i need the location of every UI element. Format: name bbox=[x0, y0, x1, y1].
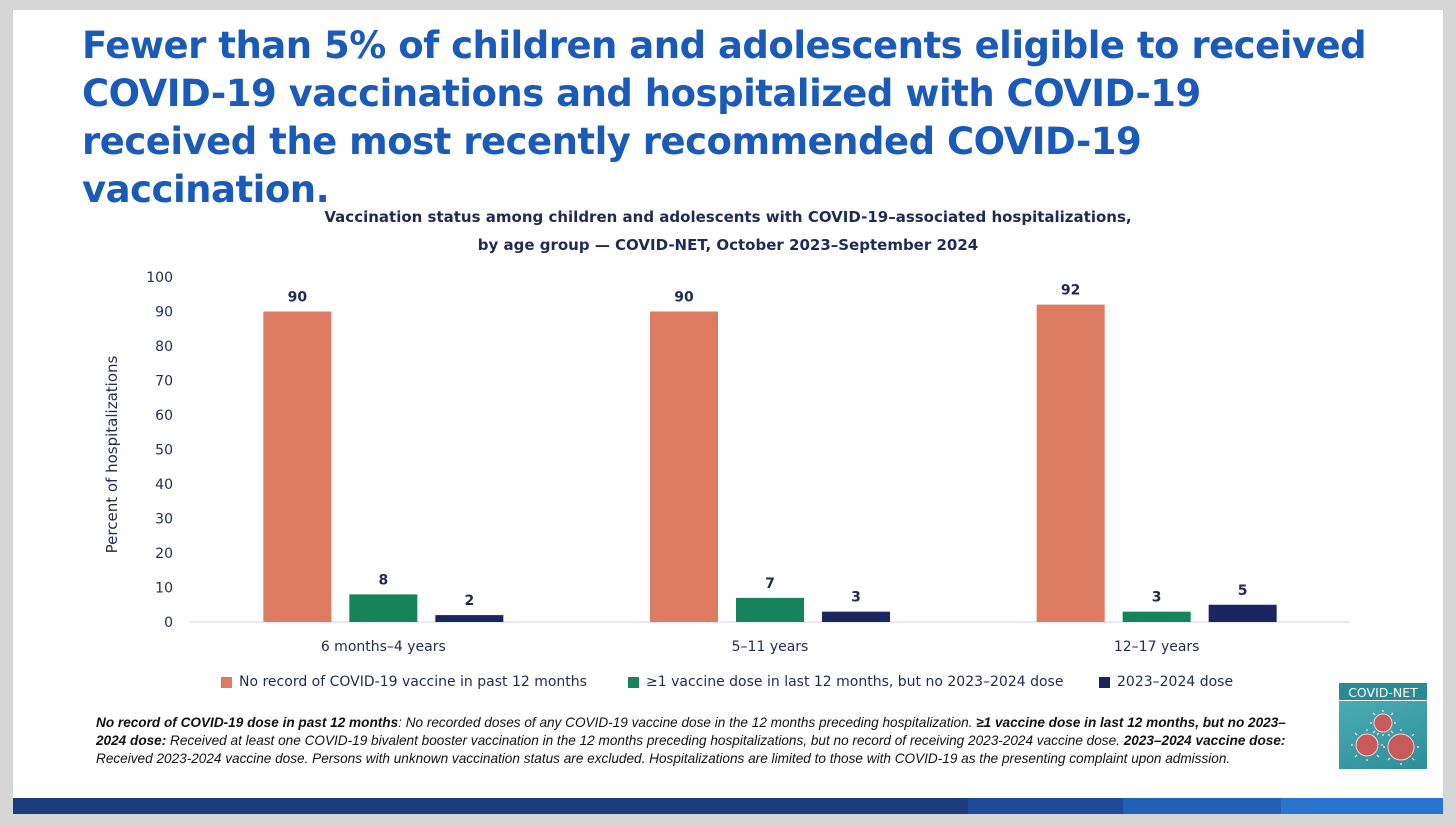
x-tick-label: 6 months–4 years bbox=[321, 639, 446, 655]
data-label: 3 bbox=[1152, 590, 1162, 606]
bar bbox=[263, 311, 332, 622]
data-label: 3 bbox=[851, 590, 861, 606]
footer-bar-segment bbox=[1123, 798, 1281, 814]
y-tick-label: 0 bbox=[164, 615, 173, 631]
headline: Fewer than 5% of children and adolescent… bbox=[82, 24, 1367, 211]
bar bbox=[650, 311, 718, 622]
footer-bar-segment bbox=[1281, 798, 1443, 814]
data-label: 90 bbox=[674, 290, 694, 306]
data-label: 92 bbox=[1061, 283, 1080, 299]
bar bbox=[1208, 604, 1277, 622]
logo-text: COVID-NET bbox=[1339, 683, 1427, 701]
bar bbox=[1036, 304, 1105, 622]
footnote-term-3: 2023–2024 vaccine dose: bbox=[1123, 733, 1286, 748]
footnote-text-2: Received at least one COVID-19 bivalent … bbox=[166, 733, 1124, 748]
legend-item: No record of COVID-19 vaccine in past 12… bbox=[221, 674, 587, 690]
covid-net-logo: COVID-NET bbox=[1339, 683, 1427, 769]
legend-label: 2023–2024 dose bbox=[1117, 674, 1234, 690]
footnote-text-1: : No recorded doses of any COVID-19 vacc… bbox=[398, 715, 977, 730]
y-tick-label: 50 bbox=[155, 443, 173, 459]
y-axis-title: Percent of hospitalizations bbox=[103, 355, 121, 553]
y-tick-label: 100 bbox=[146, 270, 173, 286]
y-tick-label: 60 bbox=[155, 408, 173, 424]
y-tick-label: 40 bbox=[155, 477, 173, 493]
data-label: 2 bbox=[464, 593, 474, 609]
y-tick-label: 20 bbox=[155, 546, 173, 562]
footnote-term-2: ≥1 vaccine dose in last 12 months, but n… bbox=[96, 715, 1286, 748]
footnote: No record of COVID-19 dose in past 12 mo… bbox=[96, 714, 1296, 768]
y-tick-label: 30 bbox=[155, 512, 173, 528]
legend-swatch bbox=[221, 676, 232, 688]
footer-bar-segment bbox=[13, 798, 968, 814]
x-tick-label: 5–11 years bbox=[732, 639, 809, 655]
footer-bar bbox=[13, 798, 1443, 814]
bar-chart: 0 10 20 30 40 50 60 70 80 90 100 Percent of hospita… bbox=[103, 270, 1350, 655]
footnote-text-3: Received 2023-2024 vaccine dose. Persons… bbox=[96, 751, 1231, 766]
chart-legend: No record of COVID-19 vaccine in past 12… bbox=[0, 674, 1456, 696]
y-tick-label: 10 bbox=[155, 581, 173, 597]
y-tick-label: 70 bbox=[155, 374, 173, 390]
bar bbox=[349, 594, 418, 622]
legend-swatch bbox=[628, 676, 639, 688]
y-tick-label: 90 bbox=[155, 305, 173, 321]
y-tick-label: 80 bbox=[155, 339, 173, 355]
legend-item: ≥1 vaccine dose in last 12 months, but n… bbox=[628, 674, 1063, 690]
bar bbox=[822, 611, 890, 622]
bar bbox=[1122, 611, 1191, 622]
bar bbox=[435, 615, 504, 622]
data-label: 7 bbox=[765, 576, 775, 592]
footer-bar-segment bbox=[968, 798, 1123, 814]
chart-title: Vaccination status among children and ad… bbox=[324, 208, 1132, 226]
legend-label: ≥1 vaccine dose in last 12 months, but n… bbox=[646, 674, 1064, 690]
legend-item: 2023–2024 dose bbox=[1099, 674, 1233, 690]
legend-swatch bbox=[1099, 676, 1110, 688]
chart-subtitle: by age group — COVID-NET, October 2023–S… bbox=[477, 236, 979, 254]
x-tick-label: 12–17 years bbox=[1114, 639, 1200, 655]
slide bbox=[13, 10, 1443, 814]
virus-icon bbox=[1351, 710, 1419, 765]
footnote-term-1: No record of COVID-19 dose in past 12 mo… bbox=[96, 715, 399, 730]
bar bbox=[736, 597, 804, 622]
data-label: 90 bbox=[288, 290, 308, 306]
data-label: 8 bbox=[378, 572, 388, 588]
data-label: 5 bbox=[1238, 583, 1248, 599]
legend-label: No record of COVID-19 vaccine in past 12… bbox=[239, 674, 587, 690]
